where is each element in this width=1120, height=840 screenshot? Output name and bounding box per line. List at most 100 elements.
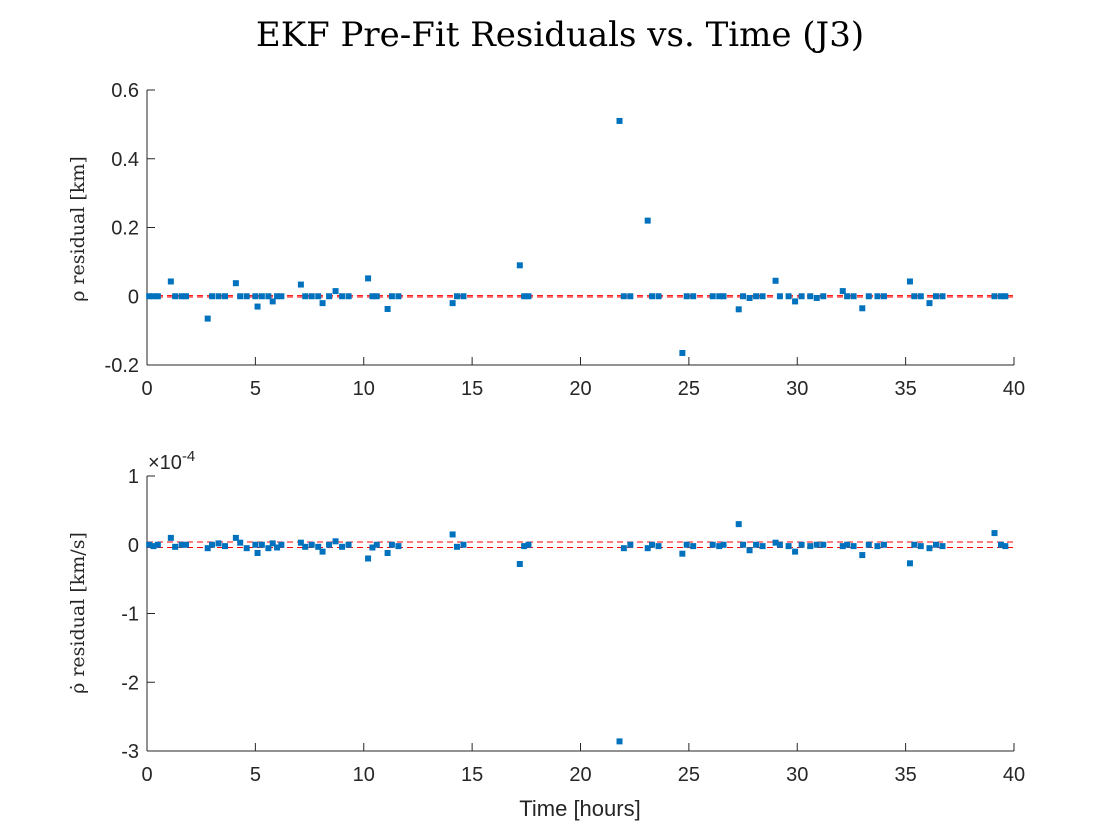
residual-point (395, 543, 402, 550)
residual-point (997, 541, 1004, 548)
residual-point (183, 541, 190, 548)
residual-point (258, 541, 265, 548)
residual-point (740, 541, 747, 548)
residual-point (746, 547, 753, 554)
residual-point (369, 293, 376, 300)
residual-point (753, 541, 760, 548)
residual-point (917, 293, 924, 300)
residual-point (525, 541, 532, 548)
residual-point (297, 281, 304, 288)
x-tick-label: 10 (353, 378, 375, 400)
residual-point (146, 293, 153, 300)
residual-point (332, 288, 339, 295)
residual-point (906, 560, 913, 567)
residual-point (315, 293, 322, 300)
residual-point (844, 541, 851, 548)
residual-point (720, 293, 727, 300)
residual-point (449, 300, 456, 307)
residual-point (369, 544, 376, 551)
residual-point (319, 300, 326, 307)
residual-point (265, 293, 272, 300)
residual-point (204, 545, 211, 552)
residual-point (655, 293, 662, 300)
x-tick-label: 35 (895, 764, 917, 786)
residual-point (172, 543, 179, 550)
bottom-residual-plot: 0 5 10 15 20 25 30 35 40 -3 -2 -1 0 1 ρ̇ residual [km… (67, 448, 1025, 786)
residual-point (917, 543, 924, 550)
residual-point (709, 293, 716, 300)
residual-point (269, 540, 276, 547)
bottom-plot-multiplier: ×10-4 (148, 448, 195, 474)
residual-point (932, 293, 939, 300)
residual-point (649, 293, 656, 300)
residual-point (339, 543, 346, 550)
top-residual-plot: 0 5 10 15 20 25 30 35 40-0.200.20.40.6 ρ residua… (67, 80, 1025, 400)
residual-point (395, 293, 402, 300)
residual-point (911, 293, 918, 300)
residual-point (302, 543, 309, 550)
residual-point (274, 544, 281, 551)
residual-point (709, 541, 716, 548)
bottom-plot-ylabel: ρ̇ residual [km/s] (67, 532, 89, 694)
residual-point (308, 293, 315, 300)
residual-point (297, 539, 304, 546)
residual-point (243, 293, 250, 300)
residual-point (820, 541, 827, 548)
residual-point (792, 298, 799, 305)
residual-point (278, 293, 285, 300)
residual-point (209, 293, 216, 300)
residual-point (880, 541, 887, 548)
residual-point (798, 541, 805, 548)
residual-point (716, 293, 723, 300)
residual-point (785, 293, 792, 300)
residual-point (880, 293, 887, 300)
residual-point (373, 541, 380, 548)
x-tick-label: 35 (895, 378, 917, 400)
residual-point (813, 541, 820, 548)
residual-point (154, 293, 161, 300)
residual-point (785, 543, 792, 550)
y-tick-label: 0.2 (111, 218, 139, 240)
residual-point (315, 543, 322, 550)
residual-point (232, 534, 239, 541)
residual-point (521, 293, 528, 300)
residual-point (844, 293, 851, 300)
residual-point (753, 293, 760, 300)
y-tick-label: -0.2 (105, 355, 139, 377)
residual-point (243, 545, 250, 552)
residual-point (874, 543, 881, 550)
residual-point (932, 541, 939, 548)
residual-point (807, 543, 814, 550)
x-tick-label: 40 (1003, 764, 1025, 786)
residual-point (150, 293, 157, 300)
x-tick-label: 0 (141, 764, 152, 786)
x-tick-label: 30 (786, 378, 808, 400)
residual-point (735, 521, 742, 528)
residual-point (1002, 293, 1009, 300)
top-plot-ylabel: ρ residual [km] (67, 156, 89, 302)
residual-point (759, 543, 766, 550)
residual-point (720, 541, 727, 548)
residual-point (991, 530, 998, 537)
residual-point (740, 293, 747, 300)
residual-point (926, 545, 933, 552)
residual-point (679, 349, 686, 356)
residual-point (865, 293, 872, 300)
residual-point (776, 293, 783, 300)
residual-point (209, 541, 216, 548)
residual-point (798, 293, 805, 300)
residual-point (820, 293, 827, 300)
top-plot-points (146, 117, 1009, 356)
x-tick-label: 15 (461, 378, 483, 400)
residual-point (365, 555, 372, 562)
residual-point (232, 280, 239, 287)
residual-point (252, 541, 259, 548)
top-plot-axes: 0 5 10 15 20 25 30 35 40-0.200.20.40.6 (105, 80, 1026, 400)
x-tick-label: 5 (250, 378, 261, 400)
residual-point (269, 298, 276, 305)
residual-point (746, 294, 753, 301)
residual-point (449, 531, 456, 538)
residual-point (911, 541, 918, 548)
y-tick-label: -2 (121, 672, 139, 694)
